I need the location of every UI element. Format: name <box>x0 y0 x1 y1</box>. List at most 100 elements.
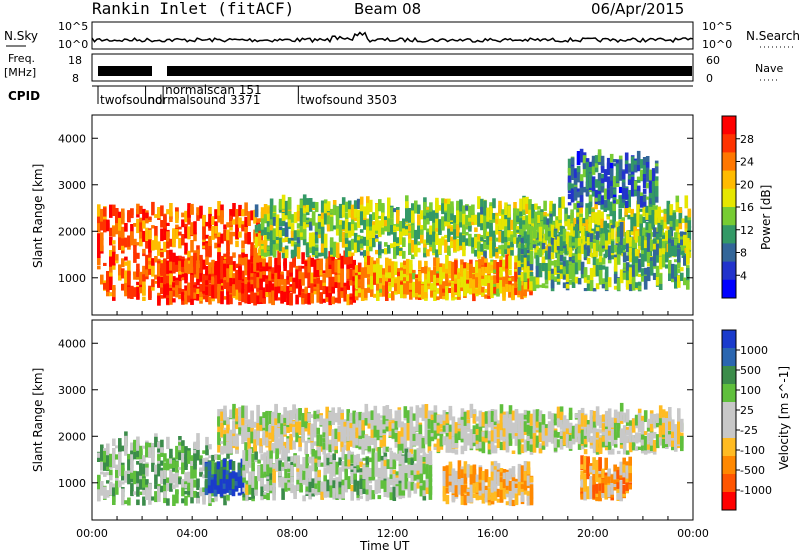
heatmap-cell <box>551 252 555 259</box>
heatmap-cell <box>244 406 248 420</box>
station-title: Rankin Inlet (fitACF) <box>92 0 294 18</box>
heatmap-cell <box>334 450 338 453</box>
heatmap-cell <box>315 202 319 212</box>
heatmap-cell <box>124 446 128 450</box>
noise-strip: N.Sky 10^5 10^0 10^5 10^0 N.Search <box>4 20 800 51</box>
heatmap-cell <box>115 254 119 260</box>
heatmap-cell <box>106 444 110 456</box>
heatmap-cell <box>301 272 305 285</box>
heatmap-cell <box>124 223 128 232</box>
heatmap-cell <box>674 239 678 244</box>
heatmap-cell <box>571 158 575 165</box>
heatmap-cell <box>686 268 690 277</box>
heatmap-cell <box>112 496 116 505</box>
heatmap-cell <box>280 275 284 280</box>
heatmap-cell <box>383 434 387 447</box>
heatmap-cell <box>587 258 591 264</box>
heatmap-cell <box>145 464 149 468</box>
heatmap-cell <box>368 446 372 452</box>
heatmap-cell <box>148 483 152 497</box>
heatmap-cell <box>208 462 212 470</box>
heatmap-cell <box>301 300 305 304</box>
heatmap-cell <box>223 406 227 419</box>
heatmap-cell <box>480 237 484 241</box>
heatmap-cell <box>262 299 266 304</box>
heatmap-cell <box>190 204 194 215</box>
heatmap-cell <box>121 227 125 239</box>
heatmap-cell <box>524 282 528 290</box>
heatmap-cell <box>656 269 660 272</box>
heatmap-cell <box>148 217 152 221</box>
heatmap-cell <box>181 234 185 245</box>
heatmap-cell <box>166 437 170 449</box>
heatmap-cell <box>481 267 485 276</box>
heatmap-cell <box>196 498 200 504</box>
heatmap-cell <box>121 246 125 251</box>
heatmap-cell <box>580 195 584 202</box>
heatmap-cell <box>529 282 533 290</box>
heatmap-cell <box>241 258 245 265</box>
heatmap-cell <box>300 200 304 209</box>
heatmap-cell <box>450 201 454 213</box>
heatmap-cell <box>315 239 319 244</box>
heatmap-cell <box>685 195 689 208</box>
heatmap-cell <box>193 464 197 469</box>
heatmap-cell <box>142 297 146 301</box>
heatmap-cell <box>316 428 320 436</box>
heatmap-cell <box>175 212 179 224</box>
heatmap-cell <box>142 249 146 253</box>
heatmap-cell <box>655 185 659 191</box>
heatmap-cell <box>301 252 305 264</box>
beam-label: Beam 08 <box>354 0 421 18</box>
heatmap-cell <box>480 214 484 223</box>
heatmap-cell <box>686 280 690 290</box>
heatmap-cell <box>539 227 543 242</box>
heatmap-cell <box>421 267 425 272</box>
heatmap-cell <box>581 226 585 239</box>
heatmap-cell <box>378 255 382 258</box>
heatmap-cell <box>602 233 606 245</box>
heatmap-cell <box>181 213 185 218</box>
heatmap-cell <box>662 241 666 244</box>
heatmap-cell <box>241 241 245 249</box>
heatmap-cell <box>288 197 292 208</box>
y-tick-label: 1000 <box>58 272 86 285</box>
heatmap-cell <box>482 412 486 424</box>
heatmap-cell <box>361 275 365 290</box>
heatmap-cell <box>580 180 584 187</box>
heatmap-cell <box>399 248 403 251</box>
freq-strip: Freq. [MHz] 18 8 60 0 Nave <box>4 52 783 85</box>
heatmap-cell <box>606 216 610 219</box>
heatmap-cell <box>537 206 541 210</box>
nave-label: Nave <box>755 62 783 75</box>
heatmap-cell <box>417 248 421 253</box>
heatmap-cell <box>508 270 512 276</box>
heatmap-cell <box>686 254 690 265</box>
heatmap-cell <box>315 244 319 247</box>
heatmap-cell <box>608 277 612 287</box>
heatmap-cell <box>121 258 125 267</box>
heatmap-cell <box>301 435 305 442</box>
heatmap-cell <box>169 449 173 458</box>
heatmap-cell <box>148 230 152 240</box>
heatmap-cell <box>420 210 424 219</box>
y-tick-label: 3000 <box>58 179 86 192</box>
heatmap-cell <box>545 285 549 288</box>
heatmap-cell <box>172 298 176 302</box>
heatmap-cell <box>169 203 173 216</box>
heatmap-cell <box>361 420 365 430</box>
heatmap-cell <box>604 204 608 207</box>
heatmap-cell <box>619 159 623 168</box>
heatmap-cell <box>160 252 164 257</box>
heatmap-cell <box>241 224 245 231</box>
heatmap-cell <box>238 232 242 238</box>
heatmap-cell <box>175 489 179 503</box>
heatmap-cell <box>481 279 485 286</box>
heatmap-cell <box>580 202 584 206</box>
heatmap-cell <box>297 247 301 259</box>
heatmap-cell <box>154 226 158 237</box>
heatmap-cell <box>136 500 140 506</box>
heatmap-cell <box>103 207 107 216</box>
heatmap-cell <box>495 216 499 220</box>
heatmap-cell <box>181 498 185 503</box>
